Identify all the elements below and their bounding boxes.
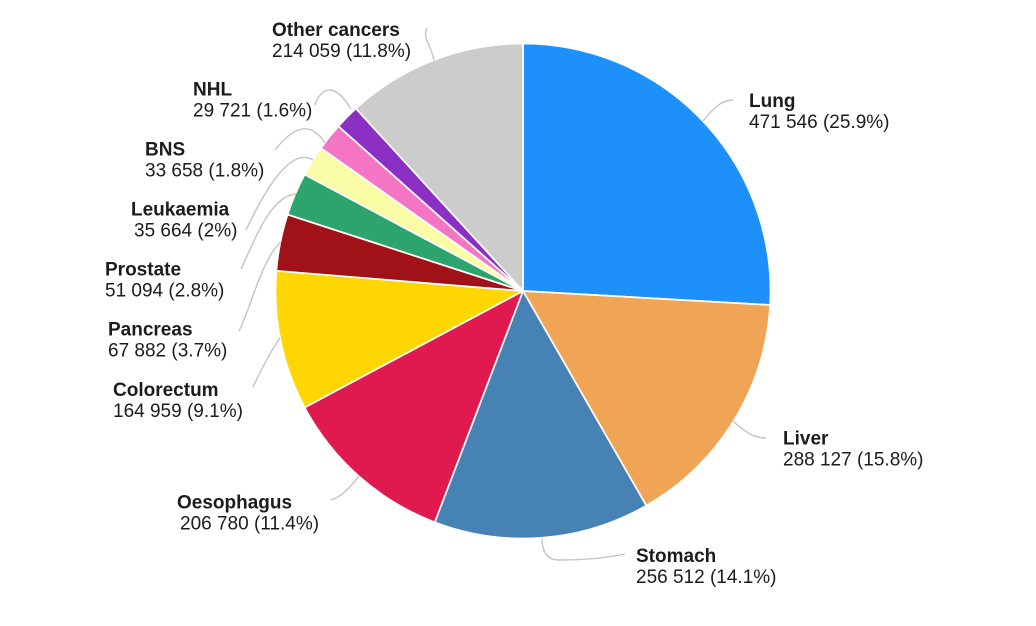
svg-text:Colorectum: Colorectum [113, 380, 219, 401]
svg-text:288 127 (15.8%): 288 127 (15.8%) [783, 450, 924, 471]
svg-text:206 780 (11.4%): 206 780 (11.4%) [180, 514, 319, 535]
svg-text:214 059 (11.8%): 214 059 (11.8%) [272, 41, 411, 62]
svg-text:Oesophagus: Oesophagus [177, 493, 292, 514]
svg-text:35 664 (2%): 35 664 (2%) [134, 221, 238, 242]
svg-text:33 658 (1.8%): 33 658 (1.8%) [145, 161, 264, 182]
svg-text:471 546 (25.9%): 471 546 (25.9%) [749, 112, 890, 133]
svg-text:Liver: Liver [783, 429, 829, 450]
svg-text:51 094 (2.8%): 51 094 (2.8%) [105, 280, 224, 301]
svg-text:67 882 (3.7%): 67 882 (3.7%) [108, 341, 227, 362]
svg-text:Prostate: Prostate [105, 259, 181, 280]
svg-text:Stomach: Stomach [636, 546, 716, 567]
svg-text:Lung: Lung [749, 91, 795, 112]
svg-text:BNS: BNS [145, 140, 185, 161]
svg-text:NHL: NHL [193, 80, 232, 101]
svg-text:Other cancers: Other cancers [272, 20, 400, 41]
svg-text:164 959 (9.1%): 164 959 (9.1%) [113, 401, 243, 422]
svg-text:Leukaemia: Leukaemia [131, 200, 230, 221]
svg-text:Pancreas: Pancreas [108, 320, 193, 341]
svg-text:256 512 (14.1%): 256 512 (14.1%) [636, 567, 777, 588]
svg-text:29 721 (1.6%): 29 721 (1.6%) [193, 101, 312, 122]
